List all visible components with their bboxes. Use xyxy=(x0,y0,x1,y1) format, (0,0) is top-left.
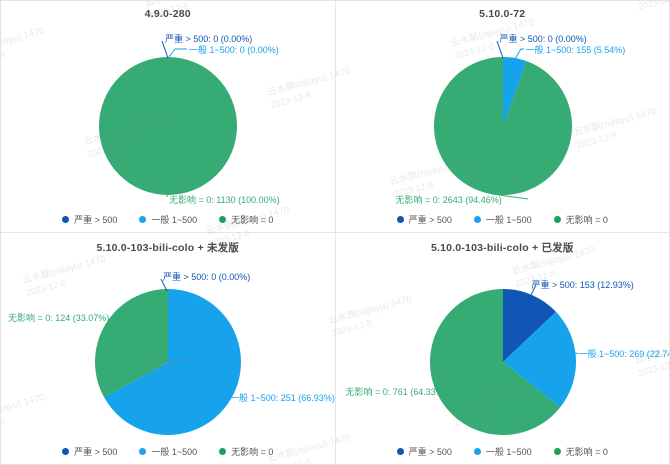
pie-label-severe: 严重 > 500: 0 (0.00%) xyxy=(165,34,253,44)
general-dot-icon xyxy=(139,216,147,223)
chart-panel-5.10.0-72: 5.10.0-72 严重 > 500: 0 (0.00%) 一般 1~500: … xyxy=(335,1,670,232)
pie-label-none: 无影响 = 0: 124 (33.07%) xyxy=(8,313,110,323)
pie-chart[interactable] xyxy=(1,1,335,232)
legend-item-none[interactable]: 无影响 = 0 xyxy=(553,213,608,226)
legend: 严重 > 500 一般 1~500 无影响 = 0 xyxy=(1,213,335,226)
none-dot-icon xyxy=(219,216,227,223)
pie-chart[interactable] xyxy=(336,1,670,232)
pie-chart[interactable] xyxy=(1,233,335,464)
legend-item-none[interactable]: 无影响 = 0 xyxy=(219,445,273,458)
pie-chart[interactable] xyxy=(336,233,670,464)
pie-label-general: 一般 1~500: 0 (0.00%) xyxy=(189,45,279,55)
legend-item-none[interactable]: 无影响 = 0 xyxy=(219,213,273,226)
legend-item-severe[interactable]: 严重 > 500 xyxy=(396,445,452,458)
pie-label-general: 一般 1~500: 155 (5.54%) xyxy=(525,45,626,55)
general-dot-icon xyxy=(473,216,481,223)
pie-label-none: 无影响 = 0: 2643 (94.46%) xyxy=(395,195,502,205)
chart-panel-4.9.0-280: 4.9.0-280 严重 > 500: 0 (0.00%) 一般 1~500: … xyxy=(1,1,335,232)
pie-label-none: 无影响 = 0: 1130 (100.00%) xyxy=(169,195,280,205)
pie-label-general: 一般 1~500: 269 (22.74%) xyxy=(578,349,670,359)
none-dot-icon xyxy=(553,448,561,455)
severe-dot-icon xyxy=(62,448,70,455)
chart-title: 5.10.0-103-bili-colo + 未发版 xyxy=(96,242,240,254)
pie-label-none: 无影响 = 0: 761 (64.33%) xyxy=(345,387,447,397)
legend-item-general[interactable]: 一般 1~500 xyxy=(139,445,197,458)
pie-label-severe: 严重 > 500: 0 (0.00%) xyxy=(499,34,587,44)
general-dot-icon xyxy=(473,448,481,455)
chart-panel-5.10.0-103-released: 5.10.0-103-bili-colo + 已发版 严重 > 500: 153… xyxy=(335,233,670,464)
general-dot-icon xyxy=(139,448,147,455)
legend: 严重 > 500 一般 1~500 无影响 = 0 xyxy=(336,213,670,226)
severe-dot-icon xyxy=(396,216,404,223)
severe-dot-icon xyxy=(396,448,404,455)
legend: 严重 > 500 一般 1~500 无影响 = 0 xyxy=(1,445,335,458)
pie-label-severe: 严重 > 500: 0 (0.00%) xyxy=(163,272,251,282)
severe-dot-icon xyxy=(62,216,70,223)
pie-label-general: 一般 1~500: 251 (66.93%) xyxy=(230,393,335,403)
none-dot-icon xyxy=(219,448,227,455)
chart-title: 5.10.0-103-bili-colo + 已发版 xyxy=(430,242,574,254)
legend-item-general[interactable]: 一般 1~500 xyxy=(473,445,532,458)
legend-item-severe[interactable]: 严重 > 500 xyxy=(62,445,117,458)
none-dot-icon xyxy=(553,216,561,223)
legend-item-general[interactable]: 一般 1~500 xyxy=(473,213,532,226)
legend-item-none[interactable]: 无影响 = 0 xyxy=(553,445,608,458)
legend-item-severe[interactable]: 严重 > 500 xyxy=(62,213,117,226)
legend-item-general[interactable]: 一般 1~500 xyxy=(139,213,197,226)
chart-panel-5.10.0-103-unreleased: 5.10.0-103-bili-colo + 未发版 严重 > 500: 0 (… xyxy=(1,233,335,464)
chart-title: 4.9.0-280 xyxy=(144,8,191,20)
chart-title: 5.10.0-72 xyxy=(479,8,526,20)
pie-label-severe: 严重 > 500: 153 (12.93%) xyxy=(531,280,634,290)
legend-item-severe[interactable]: 严重 > 500 xyxy=(396,213,452,226)
legend: 严重 > 500 一般 1~500 无影响 = 0 xyxy=(336,445,670,458)
